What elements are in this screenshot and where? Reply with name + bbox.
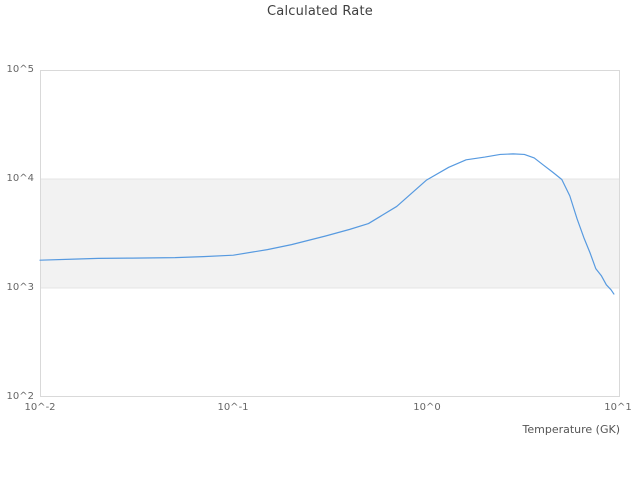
x-tick-label-1e-1: 10^-1 [217,402,249,413]
chart-title: Calculated Rate [267,4,373,19]
x-axis-label: Temperature (GK) [522,423,621,436]
rate-curve [39,153,615,295]
y-tick-label-1e4: 10^4 [6,173,34,184]
x-tick-label-1e1: 10^1 [604,402,632,413]
x-tick-label-1e-2: 10^-2 [24,402,56,413]
reference-band [40,179,620,288]
plot-border [40,70,620,397]
x-tick-label-1e0: 10^0 [413,402,441,413]
y-tick-label-1e3: 10^3 [6,282,34,293]
y-tick-label-1e2: 10^2 [6,391,34,402]
y-tick-label-1e5: 10^5 [6,64,34,75]
